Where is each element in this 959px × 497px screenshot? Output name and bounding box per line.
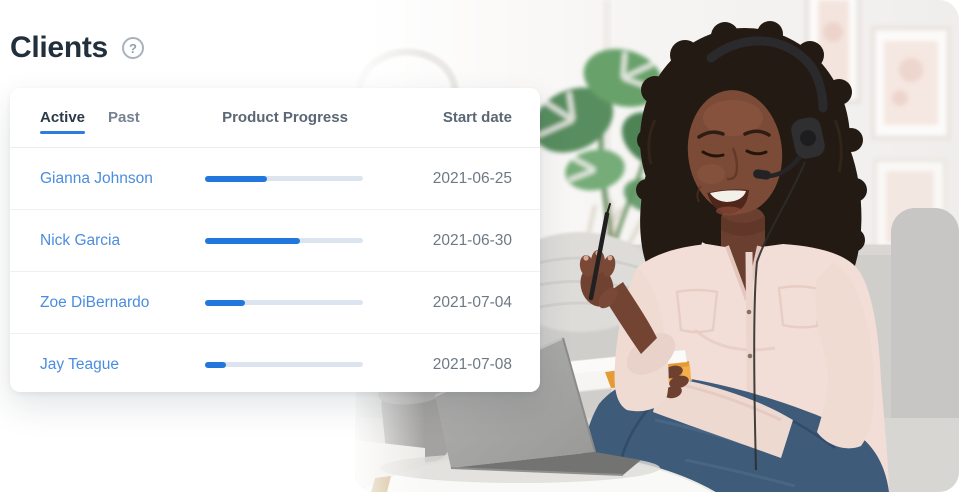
- client-name-link[interactable]: Jay Teague: [40, 355, 119, 373]
- eyebrow-right: [743, 129, 771, 137]
- table-row: Nick Garcia 2021-06-30: [10, 210, 540, 272]
- help-icon[interactable]: ?: [121, 37, 144, 59]
- start-date: 2021-06-30: [432, 231, 512, 249]
- lifestyle-photo: [355, 0, 959, 492]
- chest-pocket-left: [675, 288, 719, 334]
- progress-bar: [205, 175, 365, 182]
- hairline: [691, 66, 795, 118]
- chest-pocket-right: [777, 285, 825, 329]
- column-header-progress: Product Progress: [222, 109, 348, 126]
- tab-past[interactable]: Past: [108, 109, 140, 126]
- right-arm: [579, 203, 676, 412]
- client-name-link[interactable]: Zoe DiBernardo: [40, 293, 150, 311]
- headset-earcup: [791, 117, 825, 159]
- client-name-link[interactable]: Gianna Johnson: [40, 169, 153, 187]
- headset-cable: [753, 161, 806, 471]
- eye-left: [701, 150, 725, 158]
- eyebrow-left: [697, 130, 725, 139]
- tab-active[interactable]: Active: [40, 88, 86, 147]
- left-arm: [653, 262, 875, 458]
- headset-band: [706, 36, 828, 113]
- couch-cushion-right: [891, 208, 959, 443]
- woman: [566, 21, 889, 492]
- client-name-link[interactable]: Nick Garcia: [40, 231, 121, 249]
- headset: [706, 36, 828, 471]
- office-photo-illustration: [355, 0, 959, 492]
- clients-card: Active Past Product Progress Start date …: [10, 88, 540, 392]
- microphone: [753, 169, 772, 180]
- pen: [588, 203, 611, 301]
- eye-right: [745, 149, 768, 156]
- tab-bar: Active Past: [40, 88, 205, 147]
- nose: [726, 147, 739, 181]
- start-date: 2021-07-04: [432, 293, 512, 311]
- page-header: Clients ?: [10, 33, 144, 63]
- progress-bar: [205, 237, 365, 244]
- table-row: Jay Teague 2021-07-08: [10, 334, 540, 395]
- start-date: 2021-06-25: [432, 169, 512, 187]
- table-row: Zoe DiBernardo 2021-07-04: [10, 272, 540, 334]
- right-hand: [579, 250, 618, 309]
- progress-bar: [205, 299, 365, 306]
- page-title: Clients: [10, 31, 108, 64]
- table-row: Gianna Johnson 2021-06-25: [10, 148, 540, 210]
- start-date: 2021-07-08: [432, 355, 512, 373]
- column-header-start-date: Start date: [442, 109, 512, 126]
- smiling-mouth: [707, 189, 749, 216]
- card-header: Active Past Product Progress Start date: [10, 88, 540, 148]
- progress-bar: [205, 361, 365, 368]
- face: [687, 66, 795, 216]
